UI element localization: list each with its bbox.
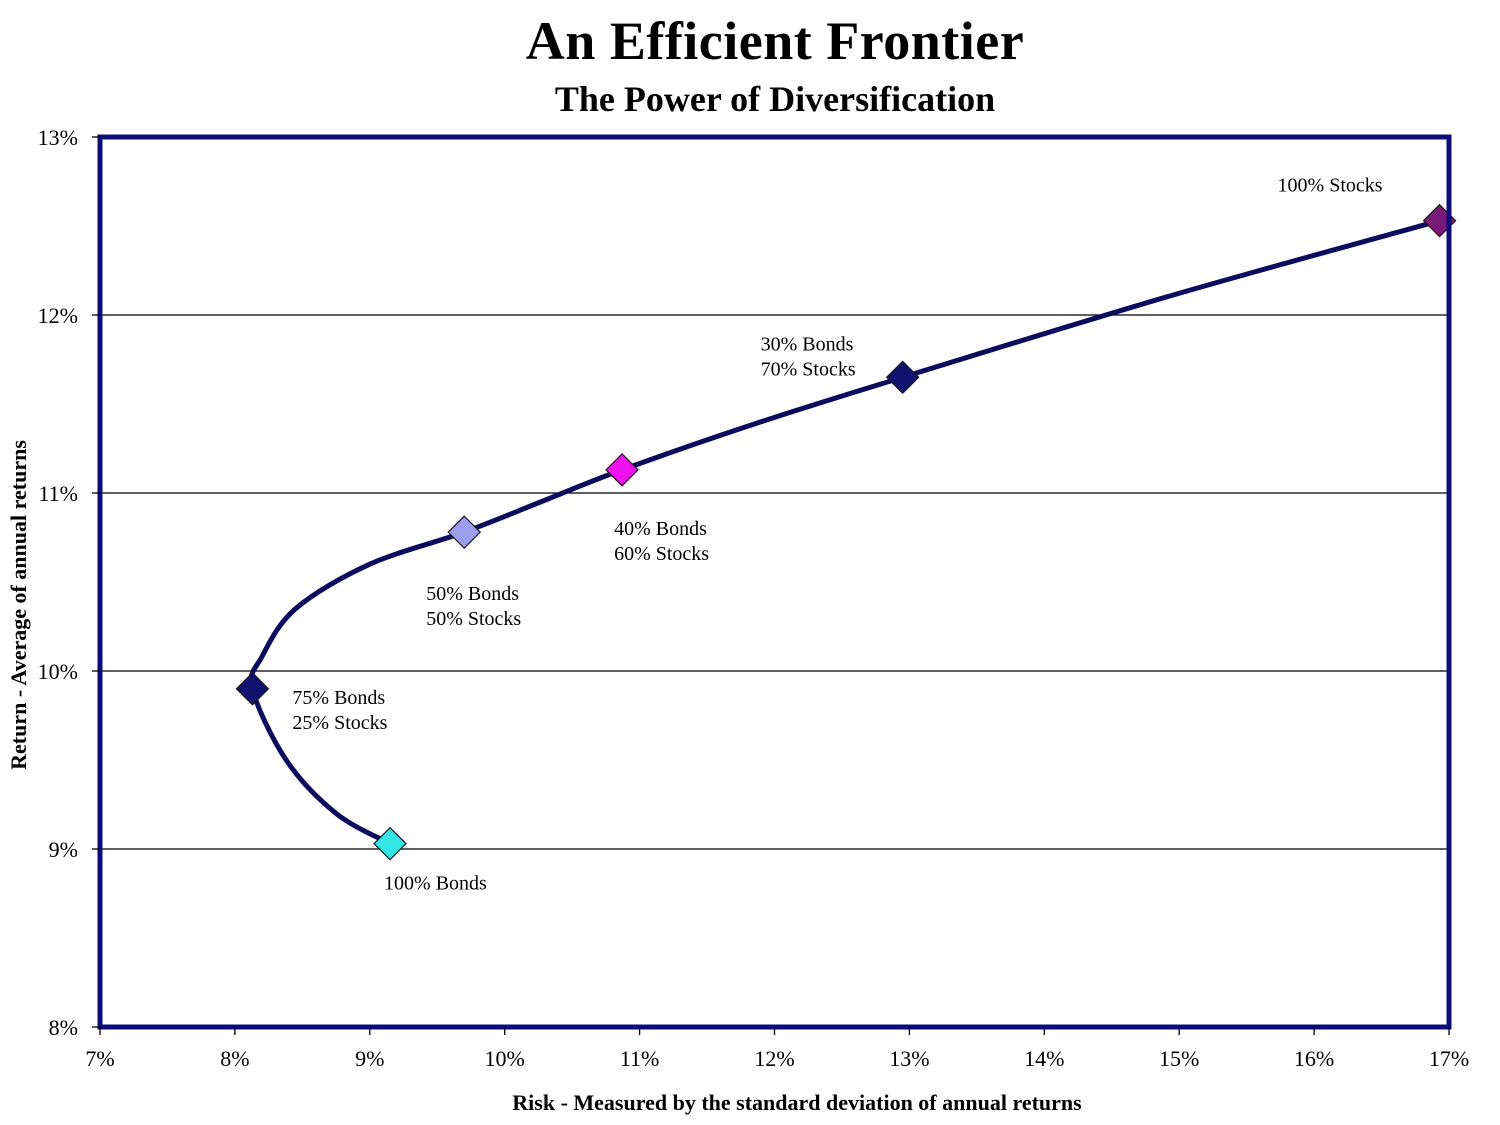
y-tick-label: 10% <box>38 659 78 684</box>
x-tick-label: 11% <box>620 1046 660 1071</box>
x-tick-label: 15% <box>1159 1046 1199 1071</box>
x-tick-label: 16% <box>1294 1046 1334 1071</box>
grid-lines <box>100 314 1449 850</box>
x-tick-label: 14% <box>1024 1046 1064 1071</box>
y-tick-label: 12% <box>38 303 78 328</box>
y-tick-label: 13% <box>38 125 78 150</box>
chart-title: An Efficient Frontier <box>525 11 1025 71</box>
x-tick-label: 8% <box>220 1046 249 1071</box>
y-tick-label: 8% <box>49 1015 78 1040</box>
portfolio-marker <box>885 360 920 395</box>
portfolio-label: 40% Bonds <box>614 518 707 540</box>
point-labels: 100% Bonds 75% Bonds 25% Stocks 50% Bonds 50… <box>292 175 1382 895</box>
portfolio-label: 100% Bonds <box>384 873 487 895</box>
portfolio-label: 50% Bonds <box>426 583 519 605</box>
efficient-frontier-line <box>248 218 1443 847</box>
y-axis-label: Return - Average of annual returns <box>6 440 31 770</box>
x-tick-label: 7% <box>85 1046 114 1071</box>
x-tick-label: 9% <box>355 1046 384 1071</box>
portfolio-label: 50% Stocks <box>426 608 521 630</box>
frontier-curve-layer <box>248 218 1443 847</box>
plot-frame <box>97 134 1452 1030</box>
x-tick-label: 17% <box>1429 1046 1469 1071</box>
x-tick-label: 10% <box>485 1046 525 1071</box>
x-tick-label: 13% <box>889 1046 929 1071</box>
portfolio-label: 70% Stocks <box>761 358 856 380</box>
x-axis-label: Risk - Measured by the standard deviatio… <box>512 1090 1082 1115</box>
portfolio-marker <box>373 826 407 861</box>
portfolio-marker <box>235 671 270 706</box>
portfolio-marker <box>447 515 482 550</box>
portfolio-label: 30% Bonds <box>761 333 854 355</box>
portfolio-markers <box>235 203 1457 861</box>
portfolio-label: 60% Stocks <box>614 543 709 565</box>
axis-ticks: 8% 9% 10% 11% 12% 13% 7% 8% 9% 10% 11% 12% 13% 14% 15%… <box>38 125 1469 1071</box>
x-tick-label: 12% <box>754 1046 794 1071</box>
portfolio-marker <box>605 453 639 487</box>
portfolio-label: 25% Stocks <box>292 712 387 734</box>
y-tick-label: 11% <box>38 481 78 506</box>
y-tick-label: 9% <box>49 837 78 862</box>
portfolio-label: 100% Stocks <box>1278 175 1383 197</box>
portfolio-label: 75% Bonds <box>292 687 385 709</box>
chart-subtitle: The Power of Diversification <box>554 79 996 119</box>
